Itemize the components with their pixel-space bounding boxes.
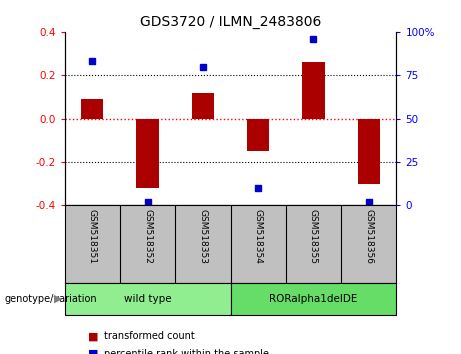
Bar <box>358 119 380 184</box>
Bar <box>247 119 269 151</box>
Title: GDS3720 / ILMN_2483806: GDS3720 / ILMN_2483806 <box>140 16 321 29</box>
Text: ■: ■ <box>88 349 98 354</box>
Text: percentile rank within the sample: percentile rank within the sample <box>104 349 269 354</box>
Text: GSM518355: GSM518355 <box>309 209 318 264</box>
Text: genotype/variation: genotype/variation <box>5 294 97 304</box>
Bar <box>230 283 396 315</box>
Text: ■: ■ <box>88 331 98 341</box>
Text: GSM518351: GSM518351 <box>88 209 97 264</box>
Bar <box>192 93 214 119</box>
Bar <box>136 119 159 188</box>
Text: GSM518353: GSM518353 <box>198 209 207 264</box>
Text: ▶: ▶ <box>54 294 63 304</box>
Text: GSM518352: GSM518352 <box>143 209 152 264</box>
Text: transformed count: transformed count <box>104 331 195 341</box>
Text: GSM518354: GSM518354 <box>254 209 263 264</box>
Bar <box>81 99 103 119</box>
Text: GSM518356: GSM518356 <box>364 209 373 264</box>
Bar <box>302 62 325 119</box>
Text: wild type: wild type <box>124 294 171 304</box>
Text: RORalpha1delDE: RORalpha1delDE <box>269 294 358 304</box>
Bar <box>65 283 230 315</box>
